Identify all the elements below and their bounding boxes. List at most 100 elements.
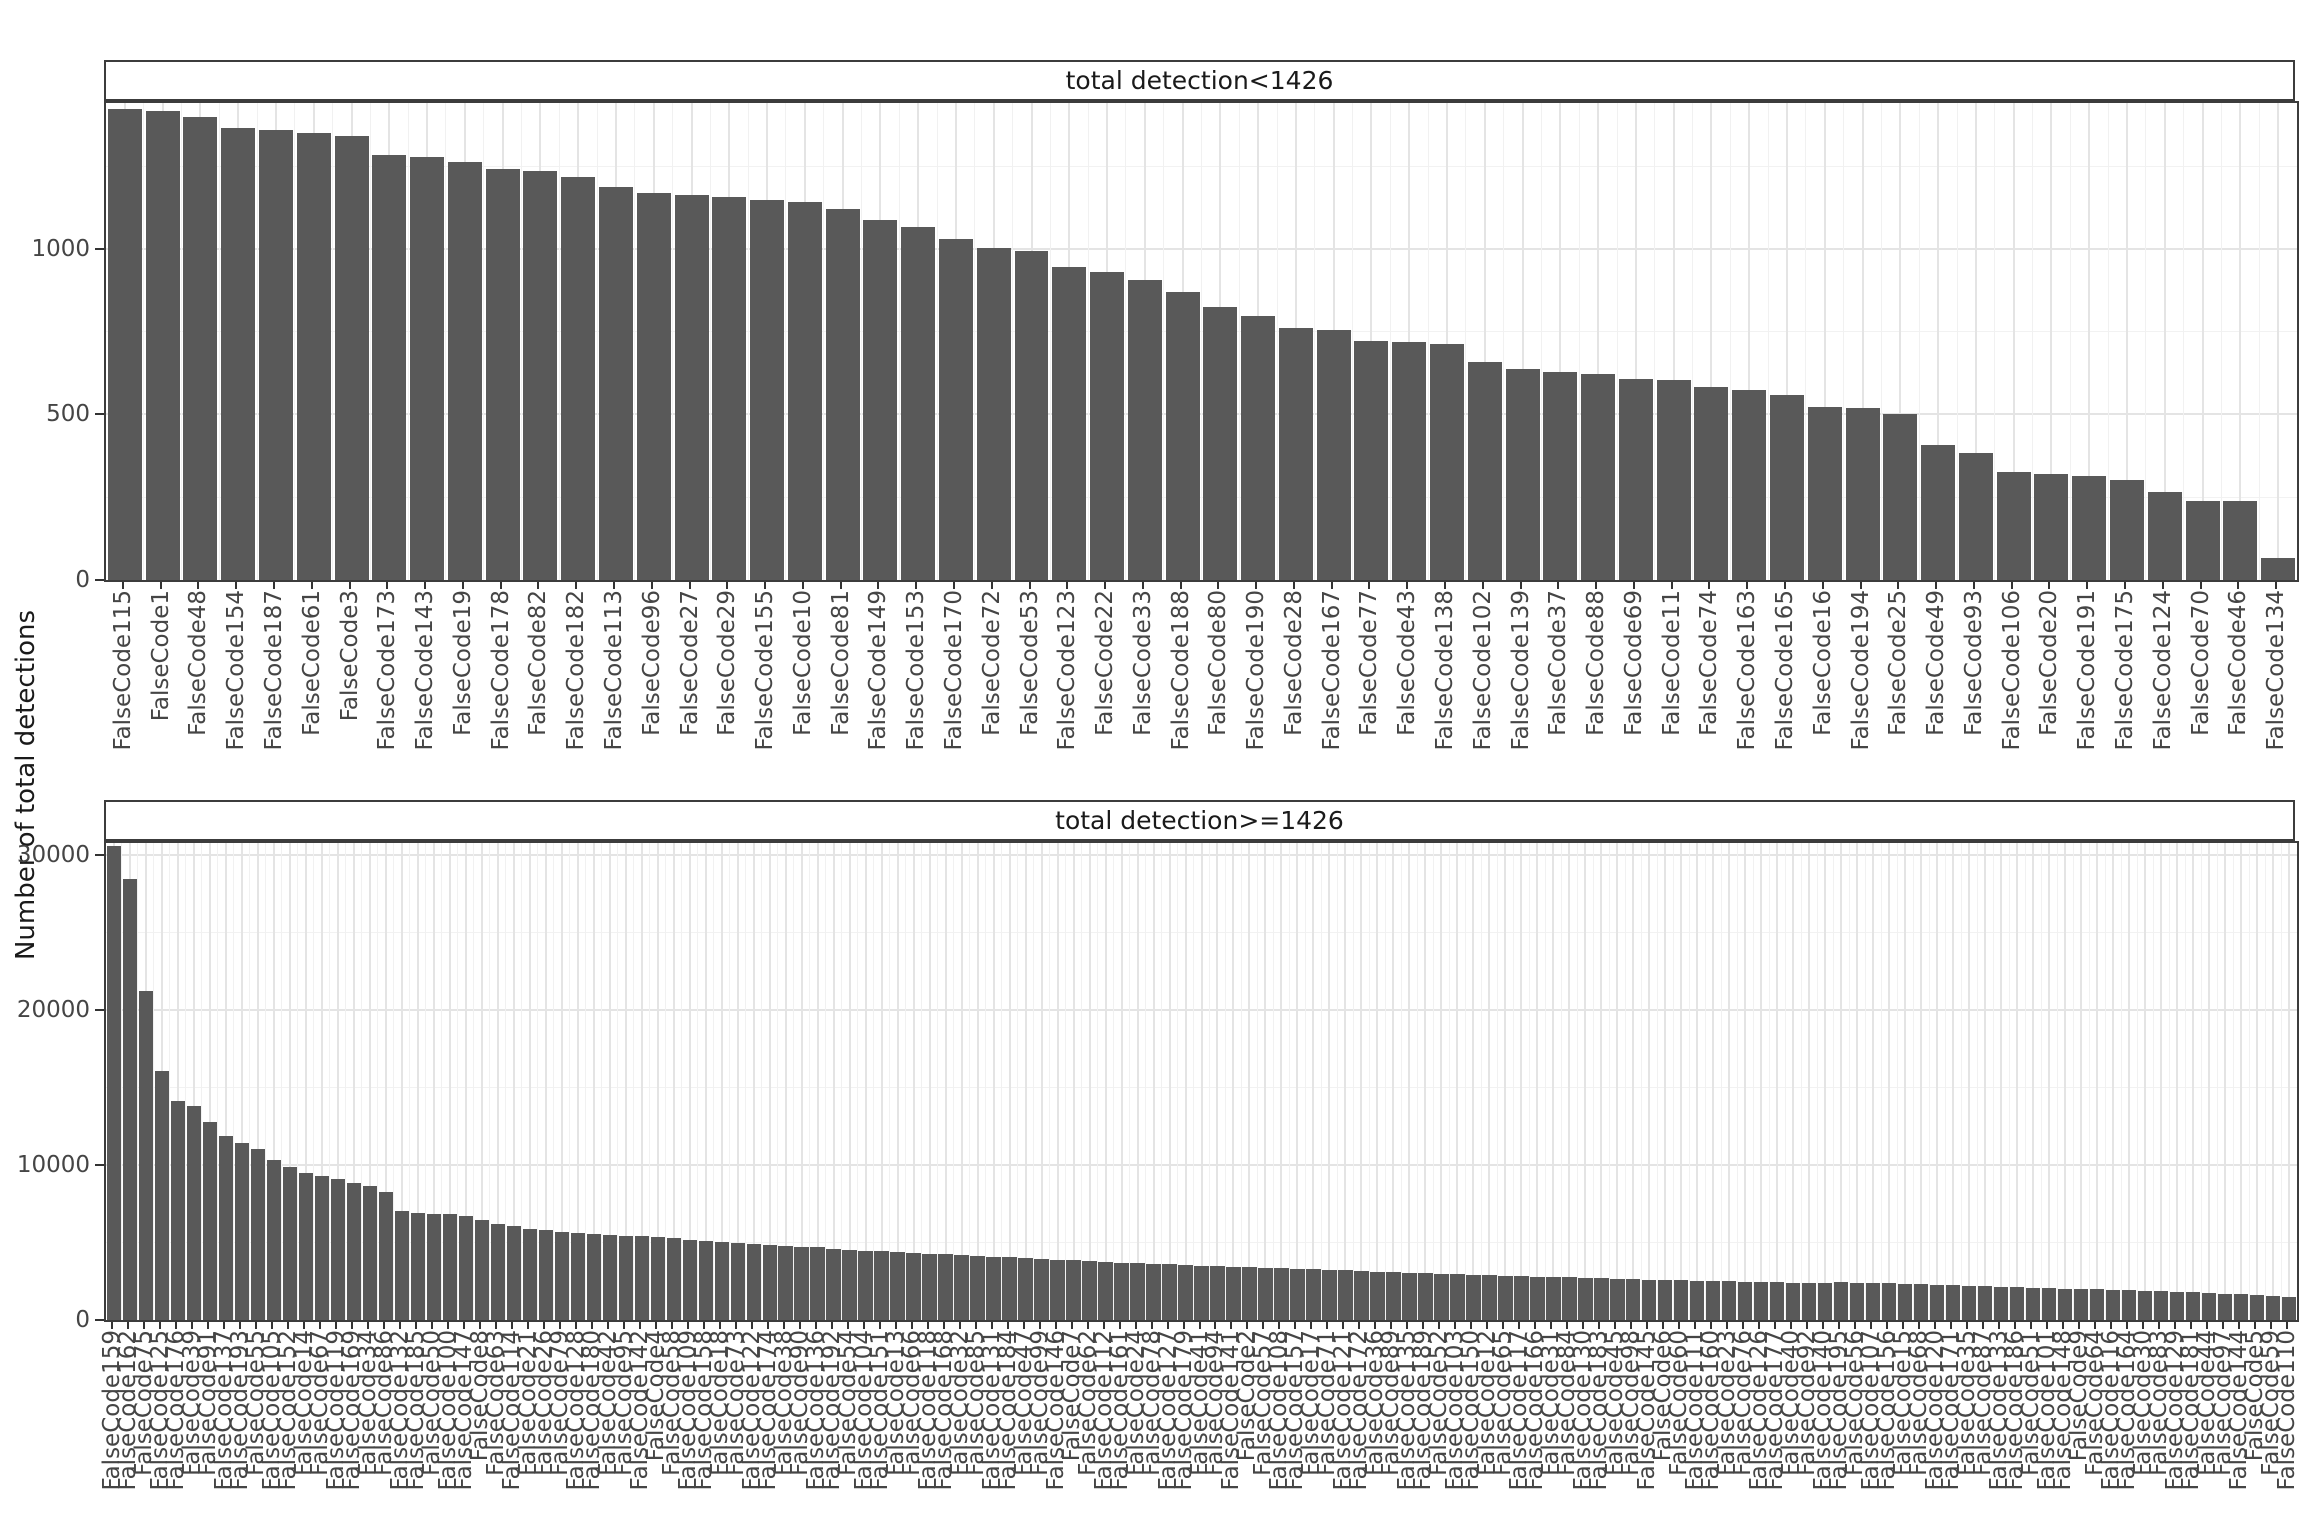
bar [1316,330,1351,580]
minor-gridline [729,843,731,1320]
bar [202,1122,218,1320]
gridline [592,843,595,1320]
gridline [1559,103,1562,580]
gridline [1344,843,1347,1320]
gridline [1072,843,1075,1320]
x-tick-label: FalseCode29 [714,590,741,736]
minor-gridline [2168,843,2170,1320]
gridline [272,843,275,1320]
gridline [512,843,515,1320]
minor-gridline [1768,843,1770,1320]
bar [1530,1276,1545,1320]
gridline [2163,103,2166,580]
x-tick-mark [1038,1322,1041,1329]
x-tick-mark [766,1322,769,1329]
bar [154,1071,170,1320]
gridline [1823,103,1826,580]
minor-gridline [457,843,459,1320]
gridline [1712,843,1715,1320]
bar [2089,1289,2105,1320]
gridline [1872,843,1875,1320]
x-tick-label: FalseCode69 [1620,590,1647,736]
x-tick-label: FalseCode194 [1847,590,1874,751]
facet-title-strip: total detection<1426 [104,60,2295,101]
x-tick-mark [478,1322,481,1329]
bar [714,1242,729,1320]
x-tick-label: FalseCode175 [2112,590,2138,751]
x-tick-mark [915,582,918,589]
x-tick-mark [1566,1322,1569,1329]
x-tick-mark [2110,1322,2113,1329]
x-tick-label: FalseCode70 [2187,590,2214,736]
bar [1618,379,1653,580]
x-tick-mark [782,1322,785,1329]
x-tick-label: FalseCode96 [638,590,665,736]
x-tick-mark [1134,1322,1137,1329]
bar [183,116,218,580]
gridline [608,843,611,1320]
minor-gridline [1800,843,1802,1320]
minor-gridline [233,843,235,1320]
minor-gridline [2258,103,2260,580]
bar [1658,1280,1673,1320]
minor-gridline [181,103,183,580]
minor-gridline [1784,843,1786,1320]
minor-gridline [2248,843,2250,1320]
gridline [1446,103,1449,580]
gridline [1974,103,1977,580]
gridline [1408,103,1411,580]
gridline [1744,843,1747,1320]
gridline [304,843,307,1320]
x-tick-mark [462,1322,465,1329]
gridline [1104,843,1107,1320]
minor-gridline [649,843,651,1320]
minor-gridline [1432,843,1434,1320]
x-tick-mark [814,1322,817,1329]
gridline [416,843,419,1320]
y-tick-label: 1000 [31,235,90,262]
x-tick-mark [2014,1322,2017,1329]
gridline [1392,843,1395,1320]
x-tick-mark [222,1322,225,1329]
bar [810,1247,825,1320]
x-tick-mark [726,582,729,589]
bar [787,201,822,580]
x-tick-mark [334,1322,337,1329]
x-tick-mark [1217,582,1220,589]
facet-bottom: total detection>=1426 0 10000 20000 30000 Fa… [17,800,2300,1491]
minor-gridline [1288,843,1290,1320]
bar [561,176,596,580]
bar [1146,1263,1161,1320]
gridline [960,843,963,1320]
minor-gridline [1592,843,1594,1320]
gridline [2272,843,2274,1320]
minor-gridline [1912,843,1914,1320]
bar [296,132,331,580]
minor-gridline [634,103,636,580]
minor-gridline [1384,843,1386,1320]
bar [1290,1268,1305,1320]
x-tick-mark [1358,1322,1361,1329]
gridline [816,843,819,1320]
minor-gridline [313,843,315,1320]
minor-gridline [377,843,379,1320]
gridline [1672,103,1675,580]
minor-gridline [1503,103,1505,580]
minor-gridline [345,843,347,1320]
gridline [2088,103,2091,580]
x-tick-mark [1104,582,1107,589]
x-tick-mark [424,582,427,589]
minor-gridline [713,843,715,1320]
minor-gridline [936,103,938,580]
gridline [1597,103,1600,580]
y-tick-label: 0 [75,1307,90,1333]
gridline [1600,843,1603,1320]
minor-gridline [1012,103,1014,580]
minor-gridline [1654,103,1656,580]
minor-gridline [256,103,258,580]
y-tick-label: 10000 [16,1151,90,1178]
bar [1482,1275,1497,1320]
minor-gridline [793,843,795,1320]
x-tick-mark [1821,582,1824,589]
gridline [992,843,995,1320]
